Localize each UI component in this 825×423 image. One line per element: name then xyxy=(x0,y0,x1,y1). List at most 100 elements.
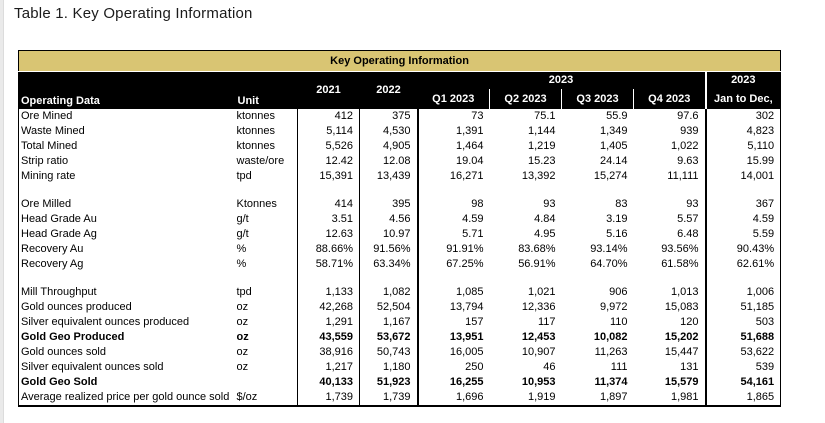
table-header: Key Operating Information Operating Data… xyxy=(18,50,781,109)
unit-cell: $/oz xyxy=(236,390,258,403)
value-cell: 56.91% xyxy=(518,257,556,270)
table-row: Head Grade Au g/t 3.51 4.56 4.59 4.84 3.19 5.57… xyxy=(19,211,781,227)
value-cell: 51,923 xyxy=(359,374,418,390)
value-cell: 93 xyxy=(686,197,699,210)
value-cell: 367 xyxy=(704,196,781,212)
row-label-cell: Gold ounces sold xyxy=(21,345,106,358)
value-cell: 4.59 xyxy=(416,211,490,227)
table-row: Recovery Ag% 58.71% 63.34% 67.25% 56.91% 64.7… xyxy=(19,256,781,272)
table-row: Silver equivalent ounces sold oz 1,217 1,18… xyxy=(19,359,781,375)
value-cell: 63.34% xyxy=(359,256,418,272)
value-cell: 16,255 xyxy=(416,374,490,390)
value-cell: 12.42 xyxy=(297,153,360,169)
table-row: Ore Mined ktonnes 412 375 73 75.1 55.9 97.6 302 xyxy=(19,108,781,124)
table-row: Ore Milled Ktonnes 414 395 98 93 83 93 367 xyxy=(19,196,781,212)
value-cell: 4.95 xyxy=(534,227,556,240)
table-row: Head Grade Ag g/t 12.63 10.97 5.71 4.95 5.16 6.… xyxy=(19,226,781,242)
unit-cell: tpd xyxy=(236,169,252,182)
value-cell: 51,688 xyxy=(704,329,781,345)
unit-cell: oz xyxy=(236,330,249,343)
value-cell: 117 xyxy=(537,315,556,328)
value-cell: 10,907 xyxy=(521,345,556,358)
value-cell: 13,794 xyxy=(416,299,490,315)
value-cell: 939 xyxy=(680,124,699,137)
header-row-top: Operating Data Unit 2021 2022 2023 2023 xyxy=(18,71,781,109)
value-cell: 83 xyxy=(615,197,628,210)
table-row: Gold ounces sold oz 38,916 50,743 16,005 10,9… xyxy=(19,344,781,360)
value-cell: 412 xyxy=(297,108,360,124)
value-cell: 5,110 xyxy=(704,138,781,154)
value-cell: 62.61% xyxy=(704,256,781,272)
value-cell xyxy=(359,271,418,285)
row-label-cell: Gold ounces produced xyxy=(21,300,132,313)
value-cell: 1,291 xyxy=(297,314,360,330)
unit-cell: oz xyxy=(236,315,249,328)
row-label-cell: Gold Geo Produced xyxy=(21,330,125,343)
value-cell xyxy=(490,272,562,285)
value-cell: 1,919 xyxy=(527,390,556,403)
value-cell: 38,916 xyxy=(297,344,360,360)
value-cell: 1,006 xyxy=(704,284,781,300)
value-cell: 9.63 xyxy=(677,154,699,167)
value-cell: 93.56% xyxy=(661,242,699,255)
row-label-cell: Average realized price per gold ounce so… xyxy=(21,390,230,403)
unit-cell xyxy=(236,272,298,285)
column-header-2021: 2021 xyxy=(297,71,360,109)
value-cell: 1,167 xyxy=(359,314,418,330)
table-row: Average realized price per gold ounce so… xyxy=(19,389,781,406)
value-cell: 12.63 xyxy=(297,226,360,242)
column-header-q1-2023: Q1 2023 xyxy=(417,88,490,109)
unit-cell: % xyxy=(236,242,247,255)
value-cell: 46 xyxy=(543,360,556,373)
value-cell: 75.1 xyxy=(534,109,556,122)
row-label-cell xyxy=(19,272,236,285)
value-cell: 110 xyxy=(609,315,628,328)
value-cell: 1,022 xyxy=(670,139,699,152)
value-cell: 91.91% xyxy=(416,241,490,257)
value-cell xyxy=(416,183,490,197)
value-cell: 12.08 xyxy=(359,153,418,169)
value-cell: 24.14 xyxy=(599,154,628,167)
value-cell: 131 xyxy=(680,360,699,373)
value-cell: 13,439 xyxy=(359,168,418,184)
value-cell: 15,083 xyxy=(664,300,699,313)
value-cell: 1,144 xyxy=(527,124,556,137)
row-label-cell: Silver equivalent ounces sold xyxy=(21,360,164,373)
value-cell: 10,082 xyxy=(593,330,628,343)
table-row: Strip ratio waste/ore 12.42 12.08 19.04 15.23… xyxy=(19,153,781,169)
unit-cell: g/t xyxy=(236,212,249,225)
value-cell xyxy=(634,272,706,285)
value-cell: 3.19 xyxy=(606,212,628,225)
value-cell: 157 xyxy=(416,314,490,330)
row-label-cell xyxy=(19,184,236,197)
value-cell: 88.66% xyxy=(297,241,360,257)
value-cell: 1,405 xyxy=(599,139,628,152)
value-cell: 50,743 xyxy=(359,344,418,360)
row-label-cell: Recovery Au xyxy=(21,242,84,255)
row-label-cell: Head Grade Ag xyxy=(21,227,97,240)
value-cell: 1,865 xyxy=(704,389,781,406)
row-label-cell: Mining rate xyxy=(21,169,76,182)
table-row: Gold Geo Sold 40,133 51,923 16,255 10,953 11,… xyxy=(19,374,781,390)
value-cell: 73 xyxy=(416,108,490,124)
value-cell: 4.84 xyxy=(534,212,556,225)
value-cell: 97.6 xyxy=(677,109,699,122)
value-cell: 14,001 xyxy=(704,168,781,184)
value-cell xyxy=(297,183,360,197)
value-cell: 15,202 xyxy=(664,330,699,343)
row-label-cell: Gold Geo Sold xyxy=(21,375,98,388)
value-cell: 1,696 xyxy=(416,389,490,406)
value-cell: 13,392 xyxy=(521,169,556,182)
value-cell: 11,263 xyxy=(594,345,628,358)
table-row: Gold ounces produced oz 42,268 52,504 13,794… xyxy=(19,299,781,315)
unit-cell: oz xyxy=(236,300,249,313)
value-cell: 1,085 xyxy=(416,284,490,300)
column-header-2023-full-year: 2023 xyxy=(704,71,781,89)
page-title: Table 1. Key Operating Information xyxy=(14,5,253,22)
value-cell: 3.51 xyxy=(297,211,360,227)
value-cell: 1,464 xyxy=(416,138,490,154)
spacer-row xyxy=(19,183,781,197)
value-cell: 15.23 xyxy=(527,154,556,167)
value-cell: 5.71 xyxy=(416,226,490,242)
